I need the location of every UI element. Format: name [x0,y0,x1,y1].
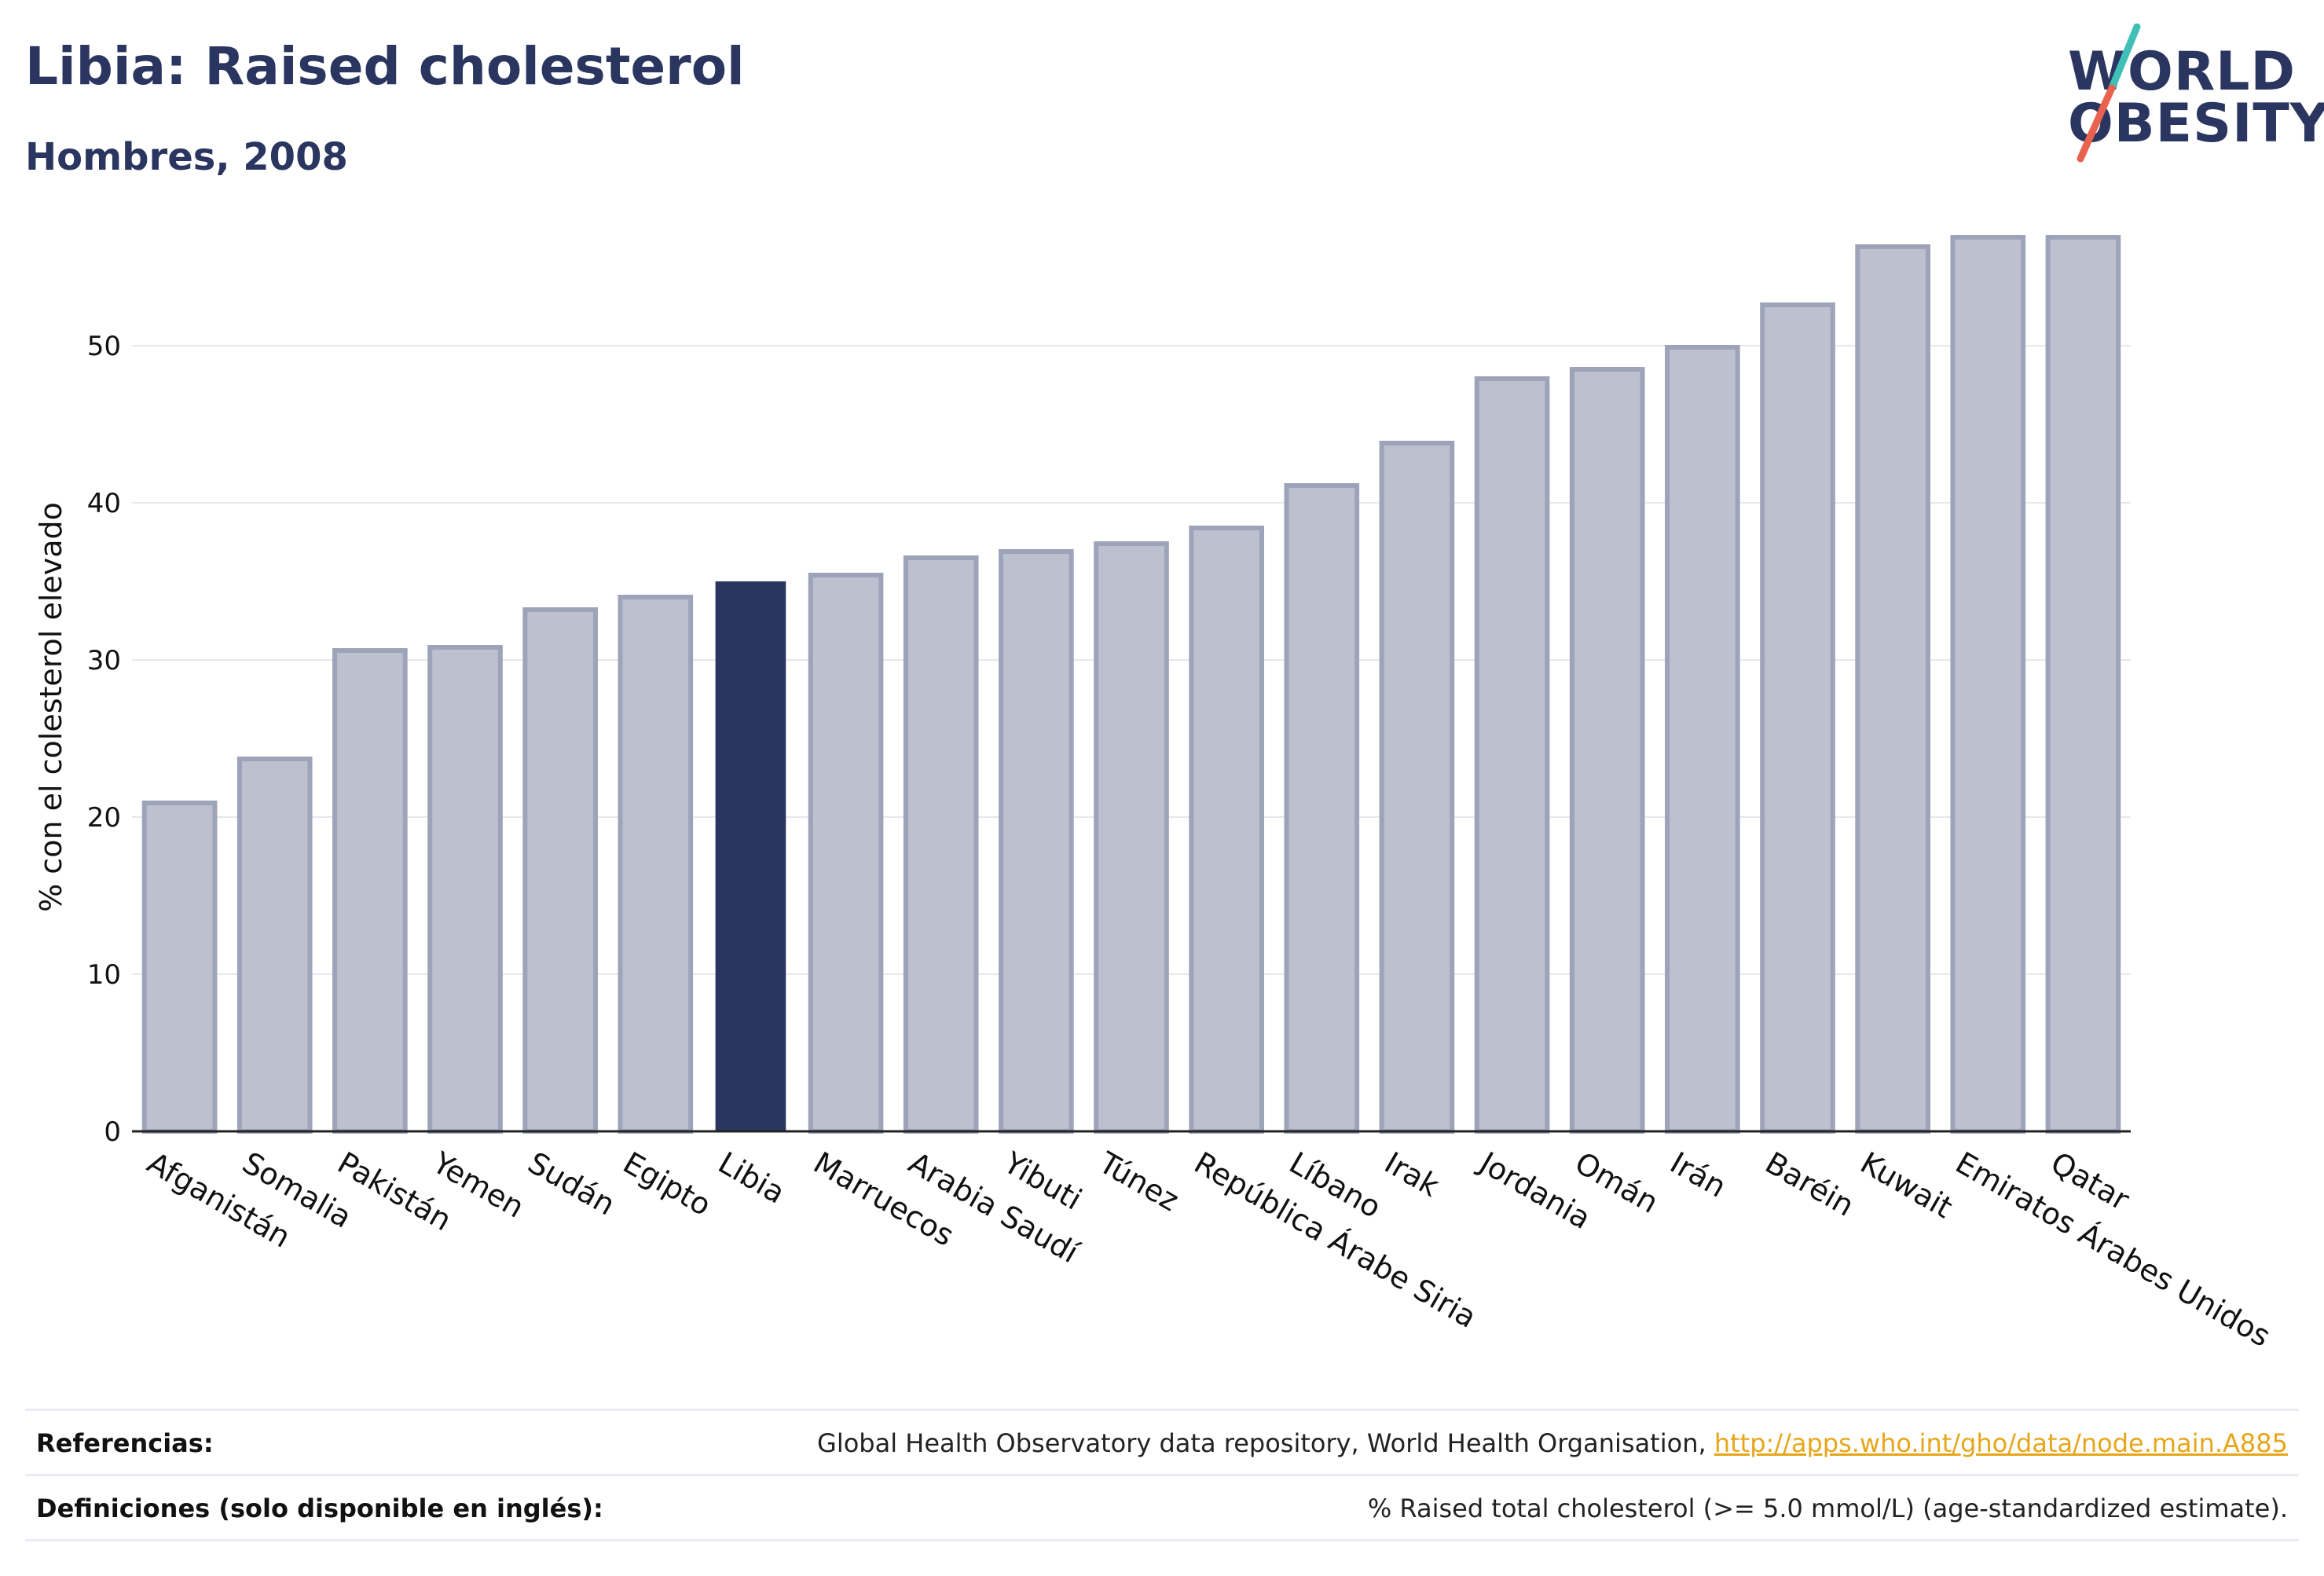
bar[interactable] [332,648,408,1134]
y-tick-label: 40 [87,488,121,519]
x-tick-label: Baréin [1760,1145,1860,1223]
x-tick-label: Sudán [522,1145,621,1222]
bar[interactable] [618,595,694,1134]
bar[interactable] [2045,235,2121,1134]
bar-highlighted[interactable] [715,581,786,1131]
definitions-value: % Raised total cholesterol (>= 5.0 mmol/… [1367,1494,2288,1523]
bar[interactable] [522,607,598,1134]
x-tick-label: Irak [1379,1145,1445,1204]
references-label: Referencias: [36,1428,214,1458]
logo-line-2: OBESITY [2068,93,2324,155]
references-value: Global Health Observatory data repositor… [817,1428,2288,1458]
bar[interactable] [1569,367,1645,1134]
chart-title: Libia: Raised cholesterol [25,36,745,97]
x-tick-label: Libia [713,1145,791,1211]
world-obesity-logo[interactable]: WORLD OBESITY [2058,24,2324,173]
bar[interactable] [1189,526,1264,1134]
y-axis-label: % con el colesterol elevado [34,502,68,912]
bar[interactable] [236,757,313,1134]
y-tick-label: 20 [87,802,121,834]
bar[interactable] [1284,483,1360,1134]
y-tick-label: 10 [87,959,121,991]
x-tick-label: Irán [1664,1145,1732,1204]
logo-slash-top [2108,24,2141,92]
bar[interactable] [1950,235,2026,1134]
bar[interactable] [427,645,503,1134]
references-link[interactable]: http://apps.who.int/gho/data/node.main.A… [1714,1428,2288,1458]
x-tick-label: Kuwait [1855,1145,1959,1226]
references-row: Referencias: Global Health Observatory d… [25,1409,2299,1474]
definitions-row: Definiciones (solo disponible en inglés)… [25,1474,2299,1541]
bar[interactable] [1760,302,1835,1134]
chart-subtitle: Hombres, 2008 [25,135,348,179]
bar-chart: 01020304050AfganistánSomaliaPakistánYeme… [34,235,2277,1354]
bar[interactable] [1855,244,1930,1134]
bar[interactable] [141,801,218,1134]
x-tick-label: Túnez [1093,1145,1185,1218]
definitions-label: Definiciones (solo disponible en inglés)… [36,1494,603,1523]
logo-slash-icon [2077,24,2141,163]
bar[interactable] [1094,541,1169,1134]
logo-line-1: WORLD [2068,41,2296,103]
y-tick-label: 50 [87,331,121,362]
bar[interactable] [1474,376,1550,1134]
bar[interactable] [808,573,884,1134]
tick-labels: 01020304050AfganistánSomaliaPakistánYeme… [87,331,2277,1354]
y-tick-label: 0 [104,1116,121,1148]
x-tick-label: Egipto [618,1145,717,1223]
bar[interactable] [1665,345,1740,1134]
bars [141,235,2121,1134]
references-text: Global Health Observatory data repositor… [817,1428,1714,1458]
x-tick-label: Jordania [1472,1145,1596,1236]
bar[interactable] [903,555,979,1134]
bar[interactable] [1379,441,1455,1134]
logo-slash-bottom [2077,84,2116,163]
bar[interactable] [999,549,1074,1134]
y-tick-label: 30 [87,645,121,676]
